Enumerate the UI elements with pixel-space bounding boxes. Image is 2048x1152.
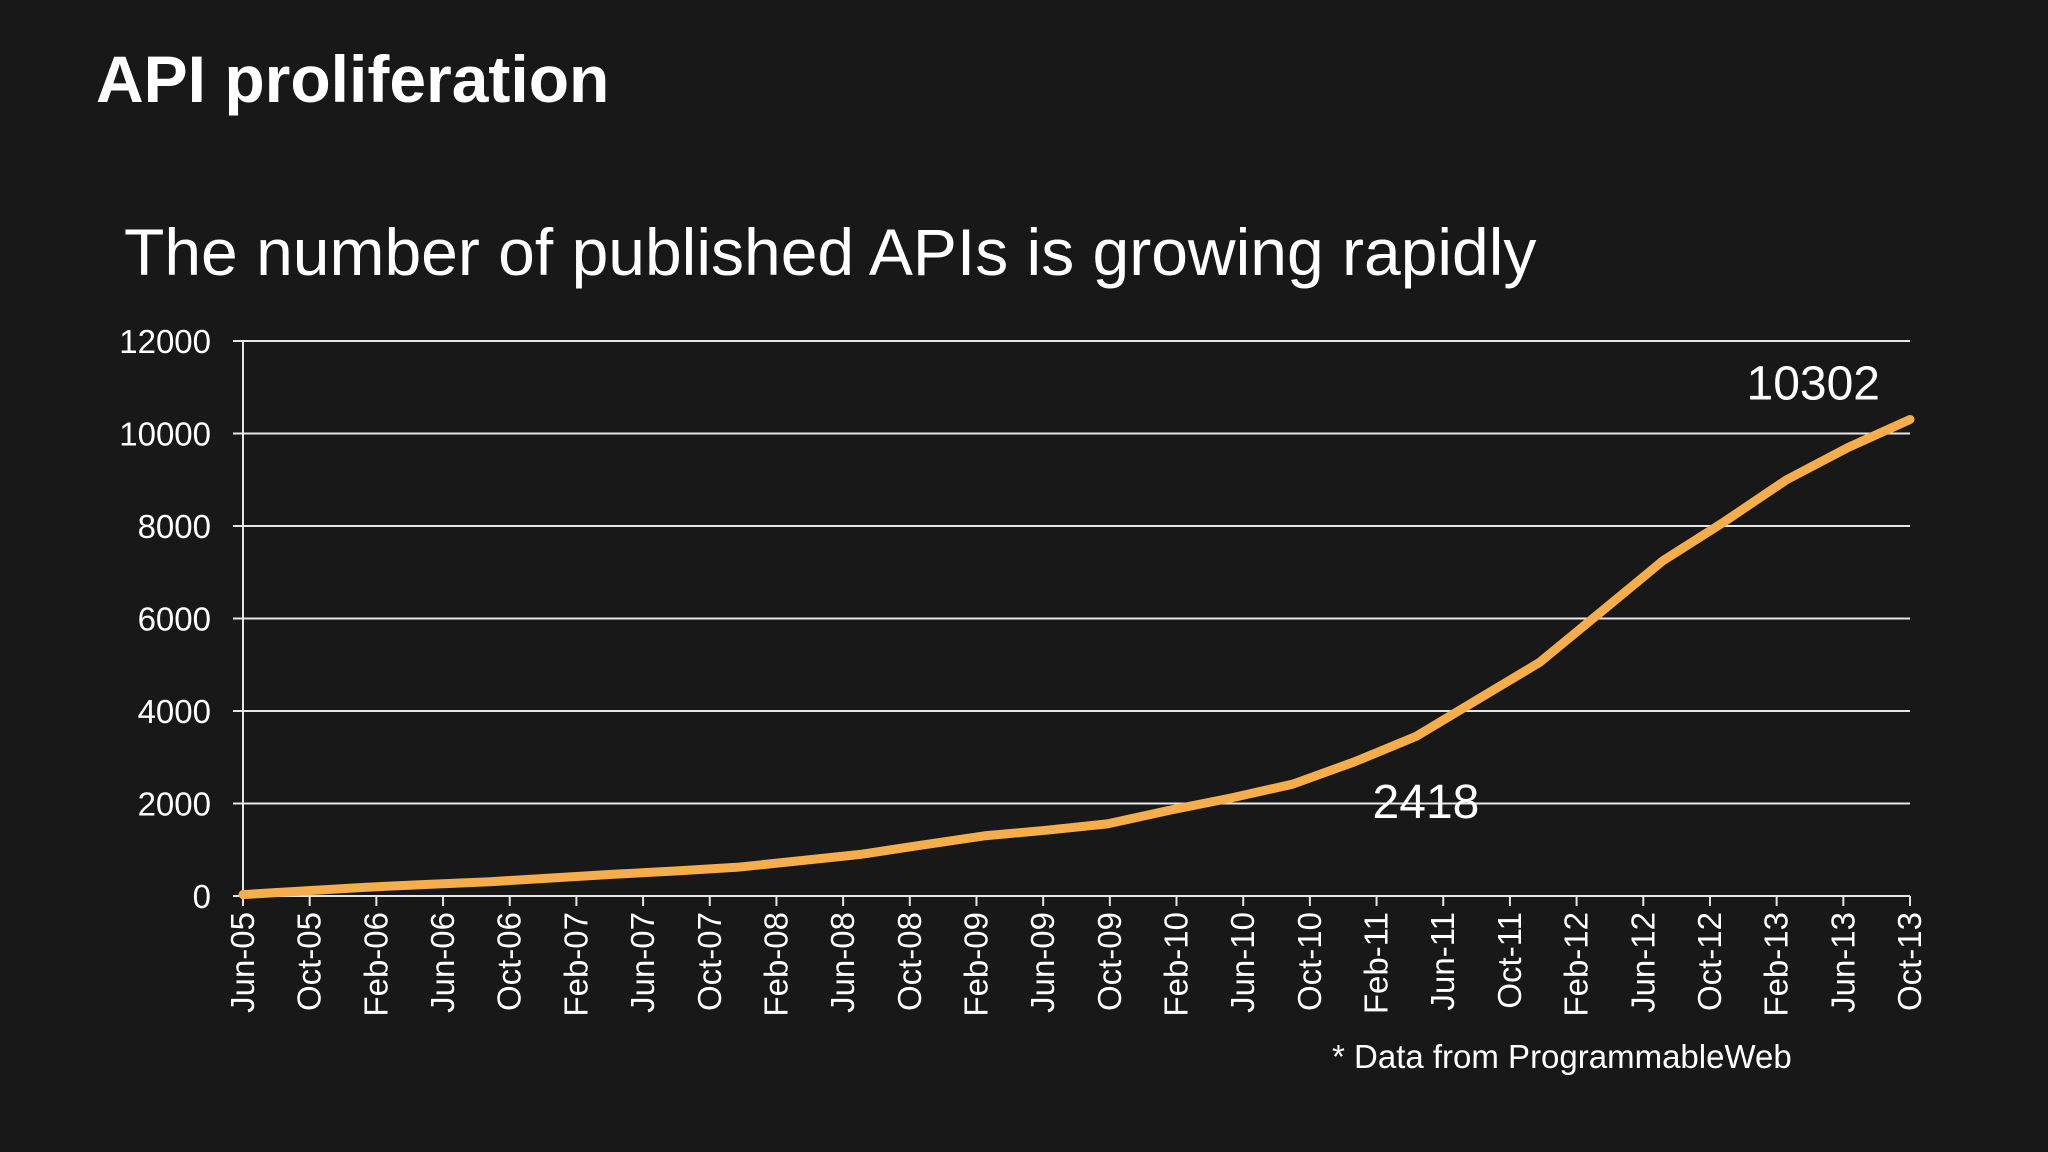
y-tick-label: 12000 — [119, 323, 211, 360]
x-tick-label: Oct-12 — [1691, 912, 1728, 1011]
x-tick-label: Feb-09 — [957, 912, 994, 1017]
source-note: * Data from ProgrammableWeb — [1332, 1038, 1792, 1075]
y-tick-label: 4000 — [138, 693, 211, 730]
x-tick-label: Jun-08 — [824, 912, 861, 1013]
data-label: 2418 — [1373, 776, 1480, 829]
x-tick-label: Jun-10 — [1224, 912, 1261, 1013]
axes — [233, 340, 1911, 906]
x-tick-label: Oct-11 — [1491, 912, 1528, 1009]
chart-title: The number of published APIs is growing … — [124, 215, 1536, 289]
y-tick-label: 6000 — [138, 601, 211, 638]
y-tick-label: 10000 — [119, 416, 211, 453]
series-line — [238, 415, 1915, 900]
x-tick-label: Jun-07 — [624, 912, 661, 1013]
y-tick-labels: 0 2000 4000 6000 8000 10000 12000 — [119, 323, 211, 915]
x-tick-label: Oct-06 — [491, 912, 528, 1011]
y-tick-label: 2000 — [138, 786, 211, 823]
x-tick-label: Jun-06 — [424, 912, 461, 1013]
x-tick-label: Jun-05 — [224, 912, 261, 1013]
x-tick-label: Jun-12 — [1624, 912, 1661, 1013]
x-tick-label: Feb-08 — [757, 912, 794, 1017]
x-tick-label: Jun-11 — [1424, 912, 1461, 1010]
x-tick-label: Oct-09 — [1091, 912, 1128, 1011]
x-tick-label: Jun-13 — [1824, 912, 1861, 1013]
slide-title: API proliferation — [96, 42, 610, 116]
y-tick-label: 0 — [193, 878, 211, 915]
annotations: 2418 10302 — [1373, 358, 1880, 830]
x-tick-label: Feb-11 — [1358, 912, 1395, 1014]
y-tick-label: 8000 — [138, 508, 211, 545]
x-tick-label: Oct-08 — [891, 912, 928, 1011]
x-tick-label: Feb-07 — [557, 912, 594, 1017]
x-tick-label: Feb-10 — [1158, 912, 1195, 1017]
x-tick-label: Feb-12 — [1558, 912, 1595, 1017]
x-tick-labels: Jun-05 Oct-05 Feb-06 Jun-06 Oct-06 Feb-07 Jun-… — [224, 912, 1928, 1017]
x-tick-label: Feb-13 — [1758, 912, 1795, 1017]
x-tick-label: Jun-09 — [1024, 912, 1061, 1013]
gridlines — [243, 340, 1910, 805]
x-tick-label: Oct-05 — [291, 912, 328, 1011]
x-tick-label: Feb-06 — [357, 912, 394, 1017]
x-tick-label: Oct-07 — [691, 912, 728, 1011]
x-tick-label: Oct-13 — [1891, 912, 1928, 1011]
data-label: 10302 — [1747, 358, 1880, 411]
series-layer — [238, 415, 1915, 900]
x-tick-label: Oct-10 — [1291, 912, 1328, 1011]
